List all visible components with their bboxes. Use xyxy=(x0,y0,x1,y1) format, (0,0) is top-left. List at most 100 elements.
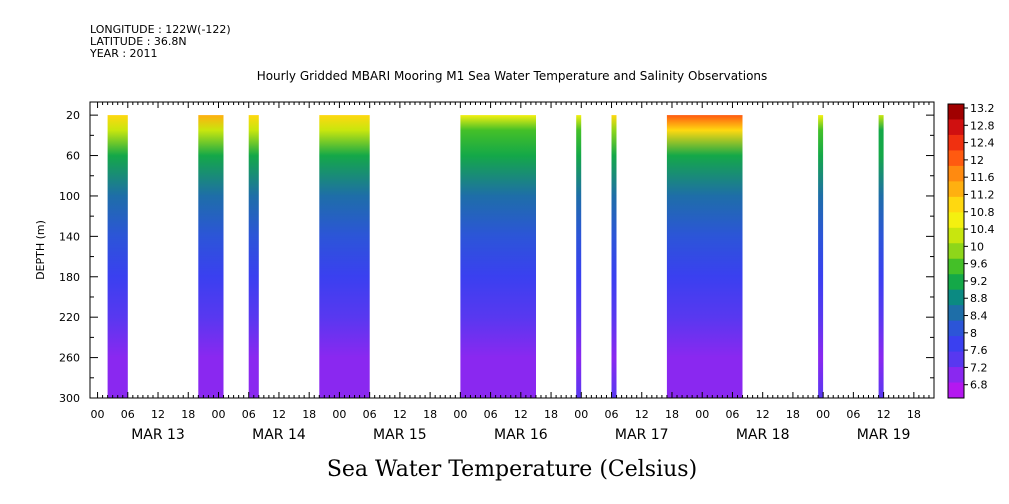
x-hour-label: 00 xyxy=(816,408,830,421)
y-tick-label: 60 xyxy=(66,150,80,163)
x-hour-label: 00 xyxy=(332,408,346,421)
colorbar-tick-label: 7.2 xyxy=(970,361,988,374)
x-hour-label: 18 xyxy=(423,408,437,421)
x-hour-label: 18 xyxy=(907,408,921,421)
data-segment xyxy=(319,115,370,398)
x-hour-label: 06 xyxy=(605,408,619,421)
data-segment xyxy=(666,115,743,398)
x-hour-label: 00 xyxy=(91,408,105,421)
colorbar-tick-label: 12 xyxy=(970,154,984,167)
longitude-label: LONGITUDE : 122W(-122) xyxy=(90,23,231,36)
x-hour-label: 12 xyxy=(151,408,165,421)
x-day-label: MAR 14 xyxy=(252,427,306,443)
x-hour-label: 12 xyxy=(393,408,407,421)
x-hour-label: 06 xyxy=(725,408,739,421)
data-segment xyxy=(818,115,824,398)
x-hour-label: 18 xyxy=(181,408,195,421)
x-hour-label: 18 xyxy=(786,408,800,421)
colorbar-tick-label: 8.4 xyxy=(970,310,988,323)
colorbar-tick-label: 8 xyxy=(970,327,977,340)
x-hour-label: 00 xyxy=(695,408,709,421)
latitude-label: LATITUDE : 36.8N xyxy=(90,35,187,48)
x-day-label: MAR 16 xyxy=(494,427,548,443)
x-hour-label: 00 xyxy=(574,408,588,421)
x-hour-label: 06 xyxy=(363,408,377,421)
colorbar-tick-label: 9.2 xyxy=(970,275,988,288)
data-segments xyxy=(107,115,884,398)
x-hour-label: 00 xyxy=(211,408,225,421)
plot-frame xyxy=(89,101,935,399)
x-hour-label: 12 xyxy=(635,408,649,421)
data-segment xyxy=(107,115,128,398)
colorbar-swatch xyxy=(948,196,964,213)
x-hour-label: 12 xyxy=(877,408,891,421)
y-axis-label: DEPTH (m) xyxy=(34,220,47,280)
colorbar-swatch xyxy=(948,104,964,120)
data-segment xyxy=(460,115,536,398)
colorbar-swatch xyxy=(948,289,964,306)
colorbar-tick-label: 11.2 xyxy=(970,188,995,201)
colorbar: 13.2 12.8 12.4 12 11.6 11.2 10.8 10.4 10 9.6 9.2 8.… xyxy=(947,102,995,399)
colorbar-swatch xyxy=(948,382,964,399)
colorbar-frame xyxy=(947,103,965,399)
colorbar-swatch xyxy=(948,212,964,229)
x-day-label: MAR 19 xyxy=(857,427,911,443)
colorbar-tick-label: 12.4 xyxy=(970,137,995,150)
x-axis-ticks: 00 06 12 18 00 06 12 18 00 06 12 18 00 06 12 18 00 06 12 18… xyxy=(91,102,935,443)
data-segment xyxy=(611,115,617,398)
x-hour-label: 18 xyxy=(665,408,679,421)
x-day-label: MAR 15 xyxy=(373,427,427,443)
y-tick-label: 20 xyxy=(66,109,80,122)
y-tick-label: 100 xyxy=(59,190,80,203)
x-hour-label: 12 xyxy=(514,408,528,421)
data-segment xyxy=(576,115,582,398)
x-hour-label: 12 xyxy=(272,408,286,421)
x-hour-label: 00 xyxy=(453,408,467,421)
colorbar-swatch xyxy=(948,134,964,151)
data-segment xyxy=(878,115,884,398)
colorbar-tick-label: 8.8 xyxy=(970,292,988,305)
x-day-label: MAR 18 xyxy=(736,427,790,443)
x-day-label: MAR 17 xyxy=(615,427,669,443)
colorbar-tick-label: 10.4 xyxy=(970,223,995,236)
y-tick-label: 300 xyxy=(59,392,80,405)
x-hour-label: 18 xyxy=(544,408,558,421)
colorbar-swatch xyxy=(948,243,964,260)
data-segment xyxy=(198,115,224,398)
colorbar-swatch xyxy=(948,320,964,337)
colorbar-swatch xyxy=(948,274,964,291)
colorbar-label: Sea Water Temperature (Celsius) xyxy=(327,457,697,482)
colorbar-swatch xyxy=(948,227,964,244)
y-tick-label: 220 xyxy=(59,311,80,324)
colorbar-tick-label: 12.8 xyxy=(970,119,995,132)
chart-title: Hourly Gridded MBARI Mooring M1 Sea Wate… xyxy=(257,69,768,83)
y-tick-label: 260 xyxy=(59,352,80,365)
colorbar-swatch xyxy=(948,181,964,198)
x-hour-label: 06 xyxy=(121,408,135,421)
x-hour-label: 12 xyxy=(756,408,770,421)
x-hour-label: 06 xyxy=(846,408,860,421)
y-axis-ticks: 20 60 100 140 180 220 260 300 xyxy=(59,109,934,405)
colorbar-tick-label: 10.8 xyxy=(970,206,995,219)
colorbar-swatch xyxy=(948,336,964,353)
colorbar-swatch xyxy=(948,258,964,275)
colorbar-tick-label: 6.8 xyxy=(970,379,988,392)
x-hour-label: 06 xyxy=(242,408,256,421)
colorbar-swatch xyxy=(948,119,964,136)
x-day-label: MAR 13 xyxy=(131,427,185,443)
colorbar-swatch xyxy=(948,367,964,384)
colorbar-tick-label: 11.6 xyxy=(970,171,995,184)
colorbar-swatch xyxy=(948,305,964,322)
colorbar-swatch xyxy=(948,150,964,167)
y-tick-label: 140 xyxy=(59,230,80,243)
x-hour-label: 18 xyxy=(302,408,316,421)
data-segment xyxy=(248,115,259,398)
colorbar-swatch xyxy=(948,165,964,182)
year-label: YEAR : 2011 xyxy=(90,47,158,60)
colorbar-tick-label: 10 xyxy=(970,240,984,253)
y-tick-label: 180 xyxy=(59,271,80,284)
colorbar-tick-label: 7.6 xyxy=(970,344,988,357)
colorbar-tick-label: 9.6 xyxy=(970,258,988,271)
colorbar-tick-label: 13.2 xyxy=(970,102,995,115)
